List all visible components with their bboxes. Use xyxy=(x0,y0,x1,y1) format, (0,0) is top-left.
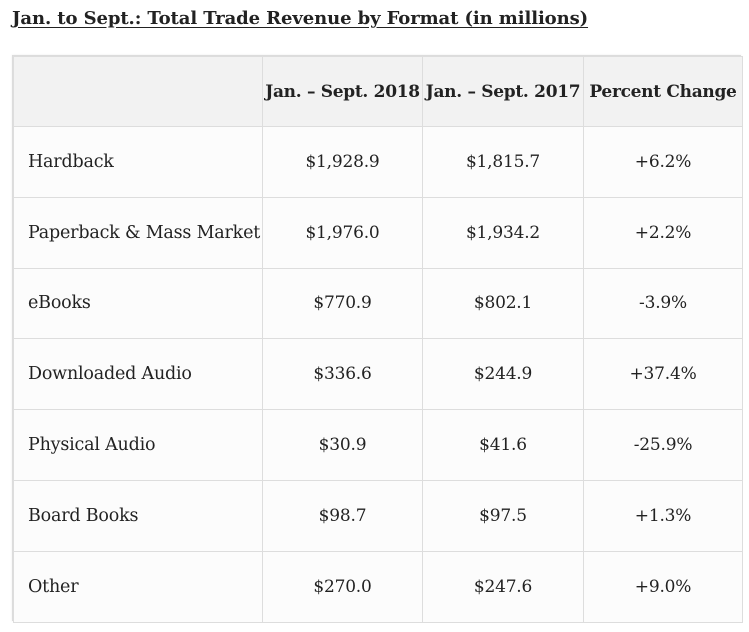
cell-2017: $244.9 xyxy=(422,338,584,411)
cell-2017: $802.1 xyxy=(422,267,584,340)
cell-percent-change: +6.2% xyxy=(583,126,743,198)
table-row: Paperback & Mass Market $1,976.0 $1,934.2 +… xyxy=(13,196,743,269)
header-percent-change: Percent Change xyxy=(583,56,743,127)
cell-2017: $1,815.7 xyxy=(422,126,584,198)
row-label: Other xyxy=(13,550,263,623)
table-row: Hardback $1,928.9 $1,815.7 +6.2% xyxy=(13,126,743,198)
cell-2018: $336.6 xyxy=(262,338,423,411)
row-label: Physical Audio xyxy=(13,409,263,481)
cell-2017: $247.6 xyxy=(422,550,584,623)
table-header: Jan. – Sept. 2018 Jan. – Sept. 2017 Perc… xyxy=(13,56,743,127)
row-label: Board Books xyxy=(13,479,263,552)
chart-title: Jan. to Sept.: Total Trade Revenue by Fo… xyxy=(12,8,589,29)
cell-percent-change: -25.9% xyxy=(583,409,743,481)
row-label: Paperback & Mass Market xyxy=(13,196,263,269)
revenue-table-container: Jan. – Sept. 2018 Jan. – Sept. 2017 Perc… xyxy=(12,55,743,623)
cell-2018: $1,928.9 xyxy=(262,126,423,198)
table-row: Board Books $98.7 $97.5 +1.3% xyxy=(13,479,743,552)
cell-percent-change: +9.0% xyxy=(583,550,743,623)
revenue-table: Jan. – Sept. 2018 Jan. – Sept. 2017 Perc… xyxy=(13,56,743,623)
header-row: Jan. – Sept. 2018 Jan. – Sept. 2017 Perc… xyxy=(13,56,743,127)
cell-percent-change: +2.2% xyxy=(583,196,743,269)
cell-2017: $97.5 xyxy=(422,479,584,552)
cell-2018: $98.7 xyxy=(262,479,423,552)
cell-2017: $41.6 xyxy=(422,409,584,481)
row-label: Downloaded Audio xyxy=(13,338,263,411)
cell-percent-change: -3.9% xyxy=(583,267,743,340)
cell-2018: $1,976.0 xyxy=(262,196,423,269)
table-row: Physical Audio $30.9 $41.6 -25.9% xyxy=(13,409,743,481)
table-row: Downloaded Audio $336.6 $244.9 +37.4% xyxy=(13,338,743,411)
cell-percent-change: +1.3% xyxy=(583,479,743,552)
table-row: eBooks $770.9 $802.1 -3.9% xyxy=(13,267,743,340)
header-2018: Jan. – Sept. 2018 xyxy=(262,56,423,127)
header-2017: Jan. – Sept. 2017 xyxy=(422,56,584,127)
header-corner xyxy=(13,56,263,127)
cell-2018: $770.9 xyxy=(262,267,423,340)
cell-2017: $1,934.2 xyxy=(422,196,584,269)
row-label: eBooks xyxy=(13,267,263,340)
row-label: Hardback xyxy=(13,126,263,198)
cell-2018: $270.0 xyxy=(262,550,423,623)
cell-2018: $30.9 xyxy=(262,409,423,481)
table-row: Other $270.0 $247.6 +9.0% xyxy=(13,550,743,623)
table-body: Hardback $1,928.9 $1,815.7 +6.2% Paperback &… xyxy=(13,126,743,623)
cell-percent-change: +37.4% xyxy=(583,338,743,411)
